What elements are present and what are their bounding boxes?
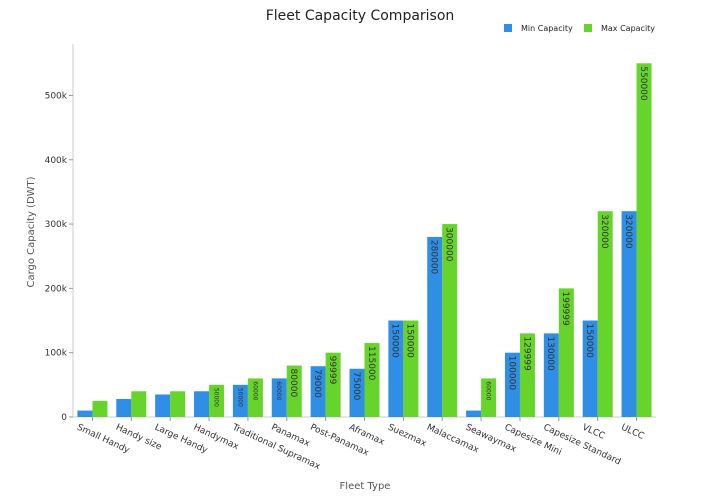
bar-label-max: 60000 [485, 381, 492, 400]
bar-max-capacity [131, 391, 147, 417]
y-axis-title: Cargo Capacity (DWT) [26, 176, 37, 287]
bar-label-max: 99999 [327, 356, 337, 385]
bar-max-capacity [636, 63, 652, 418]
bar-label-max: 199999 [560, 291, 570, 326]
bar-min-capacity [543, 333, 559, 417]
y-tick-label: 100k [45, 349, 68, 359]
bar-label-min: 320000 [623, 214, 633, 249]
bar-label-max: 129999 [521, 336, 531, 371]
bar-max-capacity [286, 365, 302, 417]
bar-min-capacity [155, 394, 171, 417]
bar-label-min: 50000 [236, 388, 243, 407]
bar-min-capacity [504, 352, 520, 417]
bar-max-capacity [209, 384, 225, 417]
bar-label-min: 75000 [351, 372, 361, 401]
legend: Min Capacity Max Capacity [504, 24, 655, 33]
bar-min-capacity [271, 378, 287, 417]
x-tick-label: ULCC [619, 423, 645, 442]
bar-min-capacity [116, 398, 132, 417]
bar-label-min: 150000 [584, 324, 594, 359]
bar-min-capacity [310, 366, 326, 417]
bar-max-capacity [597, 211, 613, 417]
bar-label-min: 79000 [312, 369, 322, 398]
y-tick-label: 500k [45, 91, 68, 101]
y-axis-ticks: 0 100k 200k 300k 400k 500k [45, 91, 73, 423]
y-tick-label: 300k [45, 220, 68, 230]
y-tick-label: 400k [45, 156, 68, 166]
bar-min-capacity [232, 384, 248, 417]
chart-title: Fleet Capacity Comparison [266, 8, 455, 24]
bar-min-capacity [466, 410, 482, 417]
bar-max-capacity [170, 391, 186, 417]
bar-min-capacity [582, 320, 598, 417]
bar-max-capacity [481, 378, 497, 417]
x-tick-label: VLCC [580, 423, 606, 442]
bar-label-min: 130000 [545, 336, 555, 371]
bar-max-capacity [325, 352, 341, 417]
bar-label-max: 550000 [638, 66, 648, 101]
bar-max-capacity [92, 400, 108, 417]
y-tick-label: 200k [45, 284, 68, 294]
legend-label-max: Max Capacity [601, 24, 655, 33]
bar-min-capacity [427, 236, 443, 417]
legend-swatch-max [584, 24, 592, 32]
bar-label-min: 100000 [506, 356, 516, 391]
bar-max-capacity [442, 224, 458, 417]
bar-label-min: 150000 [390, 324, 400, 359]
bar-label-max: 115000 [366, 346, 376, 381]
bar-max-capacity [364, 343, 380, 417]
bar-label-max: 80000 [288, 369, 298, 398]
bar-label-max: 150000 [405, 324, 415, 359]
bar-max-capacity [558, 288, 574, 417]
legend-swatch-min [504, 24, 512, 32]
y-tick-label: 0 [61, 413, 67, 423]
legend-label-min: Min Capacity [521, 24, 573, 33]
bar-min-capacity [388, 320, 404, 417]
bar-label-max: 50000 [212, 388, 219, 407]
bar-label-min: 60000 [275, 381, 282, 400]
bar-label-max: 300000 [444, 227, 454, 262]
bar-min-capacity [194, 391, 210, 417]
x-tick-label: Suezmax [386, 423, 428, 450]
bar-max-capacity [247, 378, 263, 417]
bar-min-capacity [621, 211, 637, 417]
bar-label-max: 60000 [251, 381, 258, 400]
bars: 50000 50000 60000 60000 80000 79000 99999 75000… [77, 63, 652, 418]
bar-max-capacity [403, 320, 419, 417]
bar-min-capacity [77, 410, 93, 417]
bar-label-min: 280000 [429, 240, 439, 275]
bar-label-max: 320000 [599, 214, 609, 249]
bar-max-capacity [519, 333, 535, 417]
bar-min-capacity [349, 368, 365, 417]
x-axis-title: Fleet Type [340, 481, 391, 492]
